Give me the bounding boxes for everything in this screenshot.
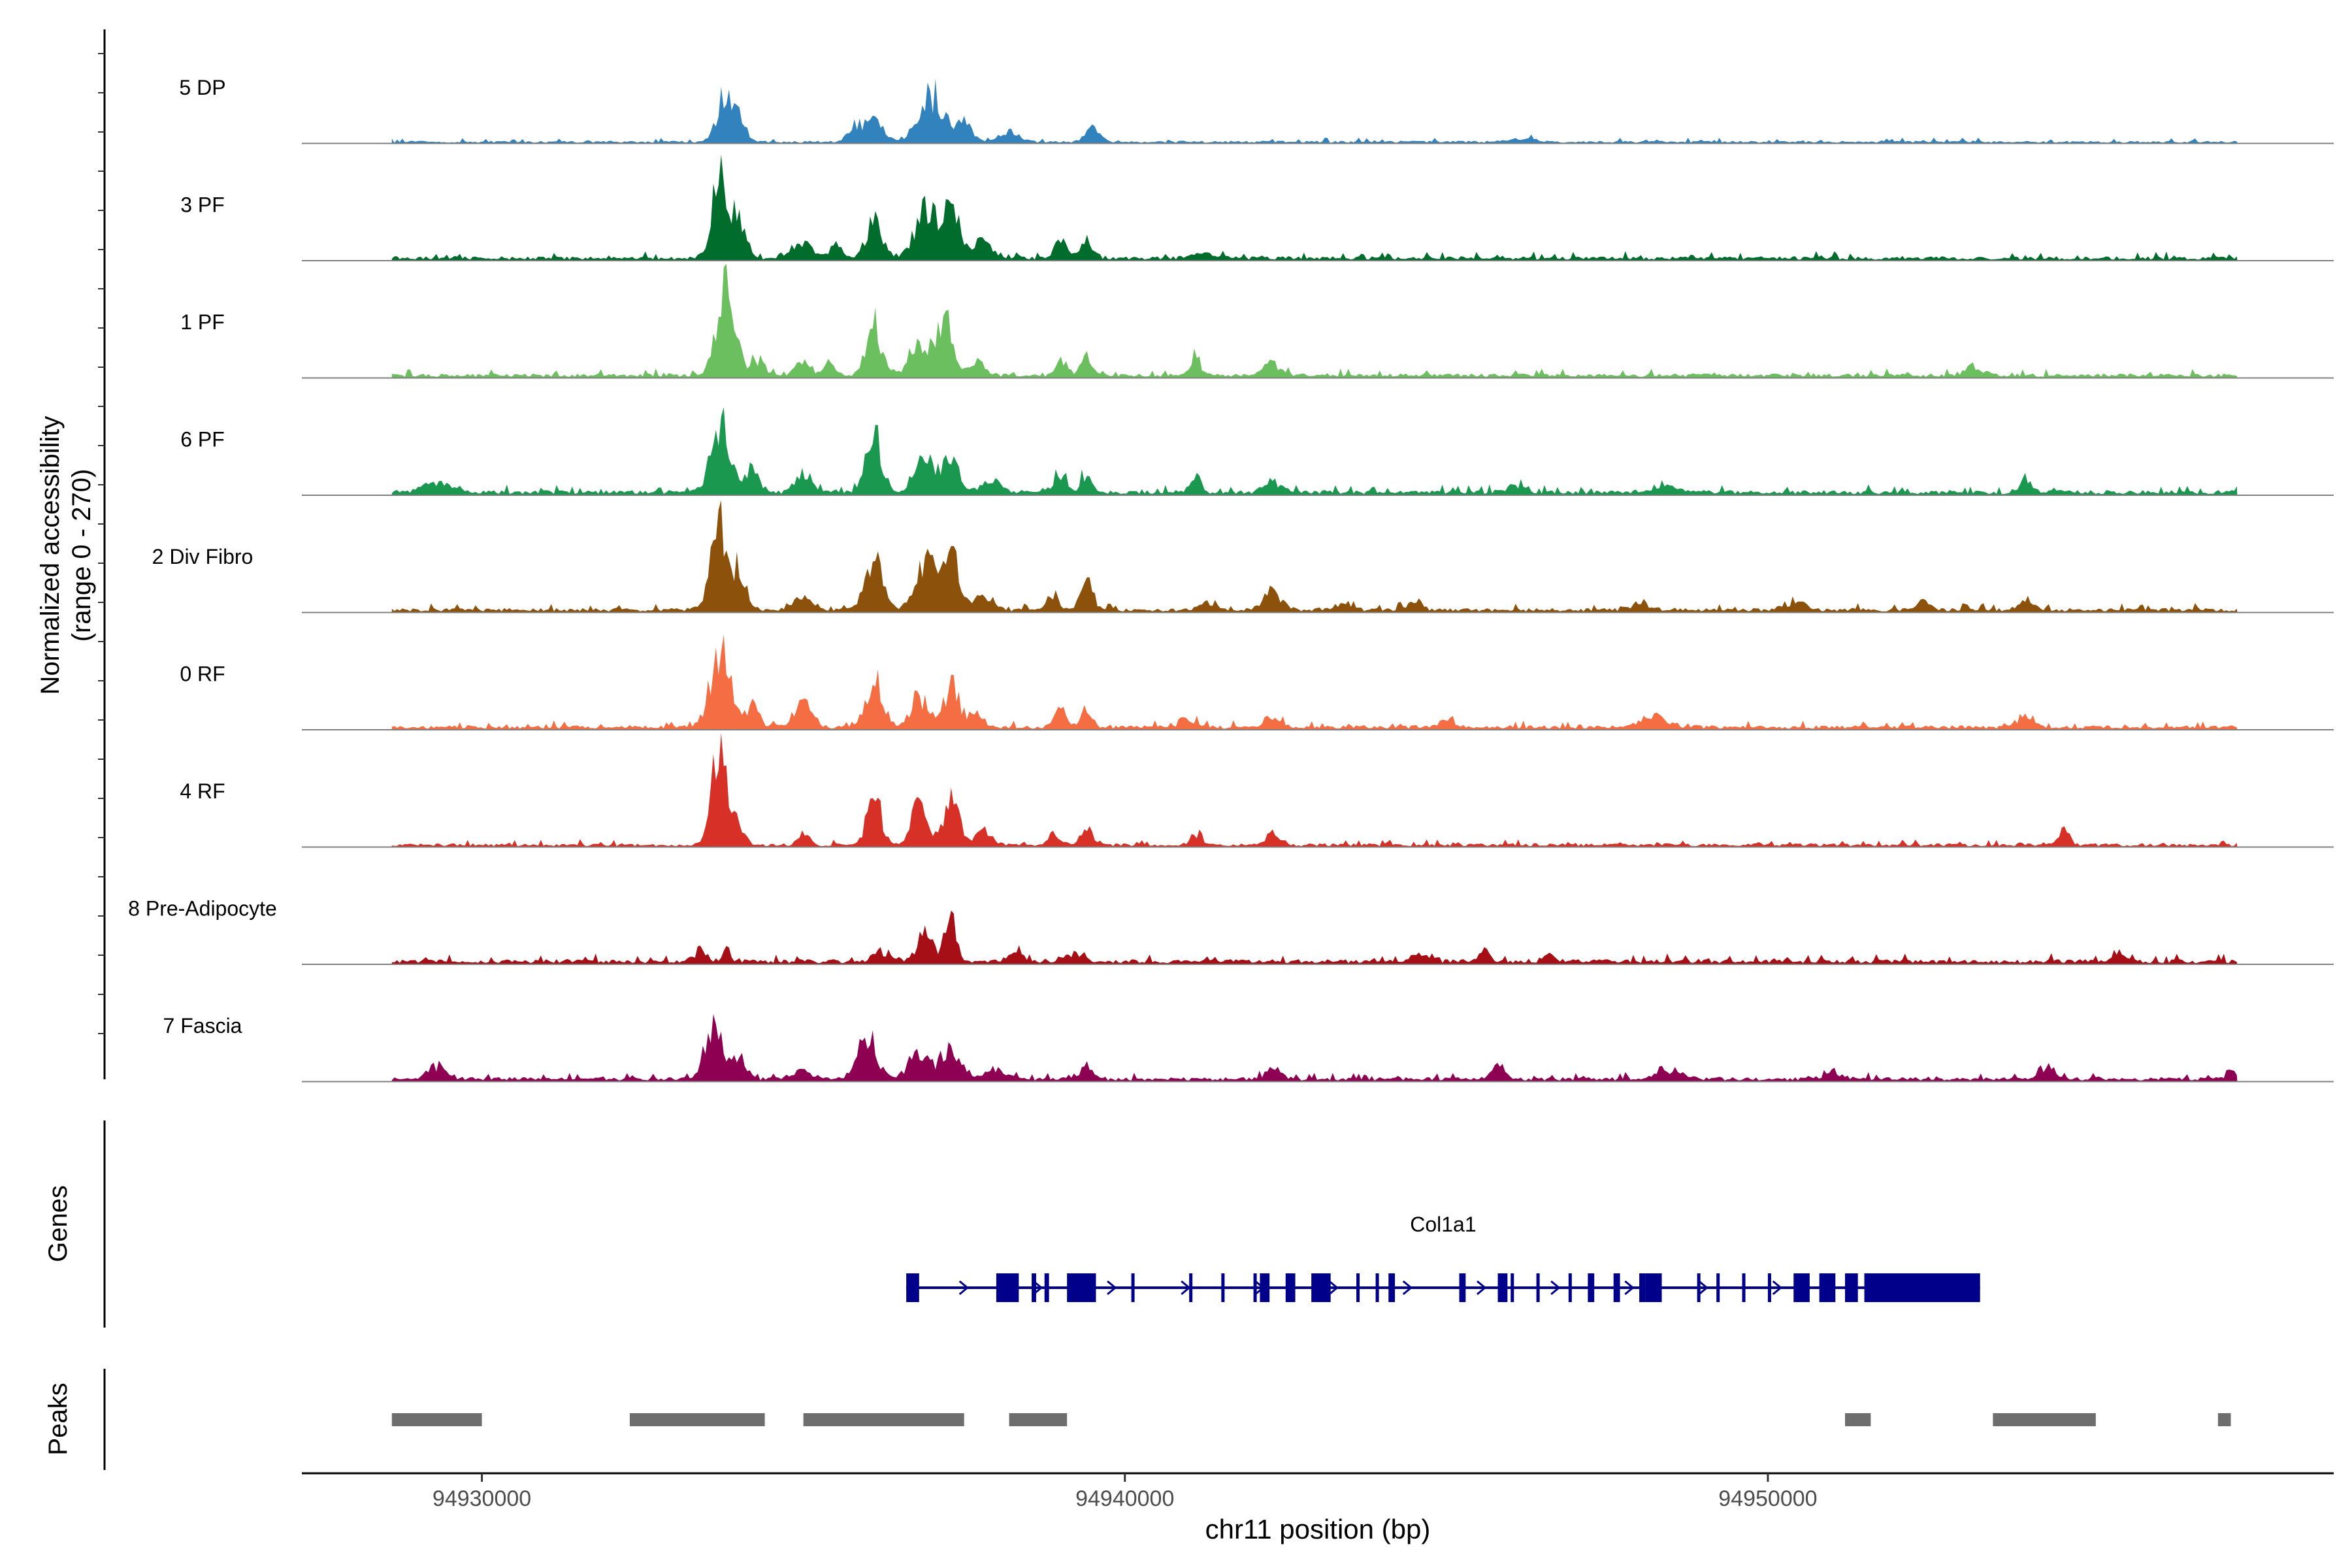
strand-arrow [1772,1280,1783,1296]
exon [1742,1273,1746,1302]
exon [1568,1273,1572,1302]
peak-annotations [391,1413,2231,1426]
coverage-area [391,732,2238,847]
x-tick-label: 94940000 [1075,1486,1174,1511]
track-8-pre-adipocyte: 8 Pre-Adipocyte [128,897,2334,965]
strand-arrow [1624,1280,1635,1296]
exon [1613,1273,1620,1302]
track-5-dp: 5 DP [179,76,2334,144]
exon [1716,1273,1720,1302]
coverage-tracks: 5 DP 3 PF 1 PF 6 PF 2 Div Fibro 0 RF 4 RF 8 Pre… [128,76,2334,1083]
exon [906,1273,919,1302]
exon [1067,1273,1096,1302]
track-label: 5 DP [179,76,225,99]
track-label: 1 PF [180,310,225,334]
exon [1459,1273,1466,1302]
exon [1819,1273,1836,1302]
exon [1536,1273,1540,1302]
track-label: 4 RF [180,779,225,803]
x-tick-label: 94930000 [433,1486,531,1511]
exon [1639,1273,1646,1302]
x-tick-label: 94950000 [1718,1486,1817,1511]
track-3-pf: 3 PF [180,154,2334,261]
exon [1375,1273,1379,1302]
exon [1697,1273,1701,1302]
exon [1864,1273,1980,1302]
coverage-area [391,634,2238,730]
track-label: 7 Fascia [163,1014,242,1037]
strand-arrow [1402,1280,1413,1296]
track-7-fascia: 7 Fascia [163,1014,2334,1083]
genes-track-title: Genes [44,1185,73,1262]
track-label: 6 PF [180,428,225,451]
coverage-area [391,78,2238,144]
coverage-y-ticks [98,53,105,1034]
exon [1588,1273,1595,1302]
coverage-area [391,1014,2238,1082]
track-0-rf: 0 RF [180,634,2334,730]
peak-region [803,1413,964,1426]
strand-arrow [1107,1280,1117,1296]
track-2-div-fibro: 2 Div Fibro [152,500,2334,613]
x-axis-ticks: 94930000 94940000 94950000 [433,1473,1818,1511]
peaks-track-title: Peaks [44,1382,73,1455]
coverage-area [391,910,2238,964]
strand-arrow [1550,1280,1561,1296]
exon [996,1273,1019,1302]
gene-model: Col1a1 [906,1213,1980,1302]
track-label: 2 Div Fibro [152,545,253,568]
x-axis-title: chr11 position (bp) [1205,1514,1431,1544]
exon [1356,1273,1360,1302]
strand-arrow [1698,1280,1708,1296]
exon [1645,1273,1662,1302]
exon [1311,1273,1331,1302]
exon [1285,1273,1296,1302]
peak-region [2217,1413,2231,1426]
exon [1189,1273,1193,1302]
exon [1221,1273,1225,1302]
strand-arrow [958,1280,970,1296]
exon [1260,1273,1270,1302]
peak-region [1009,1413,1068,1426]
track-6-pf: 6 PF [180,407,2334,496]
exon [1253,1273,1257,1302]
coverage-area [391,407,2238,495]
exon [1032,1273,1036,1302]
coverage-area [391,263,2238,378]
track-label: 0 RF [180,662,225,686]
peak-region [391,1413,482,1426]
exon [1793,1273,1810,1302]
exon [1845,1273,1858,1302]
exon [1497,1273,1508,1302]
peak-region [1845,1413,1871,1426]
track-label: 3 PF [180,193,225,217]
coverage-area [391,500,2238,613]
track-4-rf: 4 RF [180,732,2334,848]
y-axis-title: Normalized accessibility (range 0 - 270) [36,416,96,695]
peak-region [1993,1413,2096,1426]
coverage-area [391,154,2238,261]
strand-arrow [1328,1280,1339,1296]
exon [1131,1273,1135,1302]
exon [1511,1273,1514,1302]
gene-name-label: Col1a1 [1410,1213,1476,1236]
exon [1388,1273,1396,1302]
strand-arrow [1477,1280,1487,1296]
track-label: 8 Pre-Adipocyte [128,897,277,921]
peak-region [629,1413,765,1426]
exon [1767,1273,1771,1302]
track-1-pf: 1 PF [180,263,2334,379]
exon [1044,1273,1049,1302]
